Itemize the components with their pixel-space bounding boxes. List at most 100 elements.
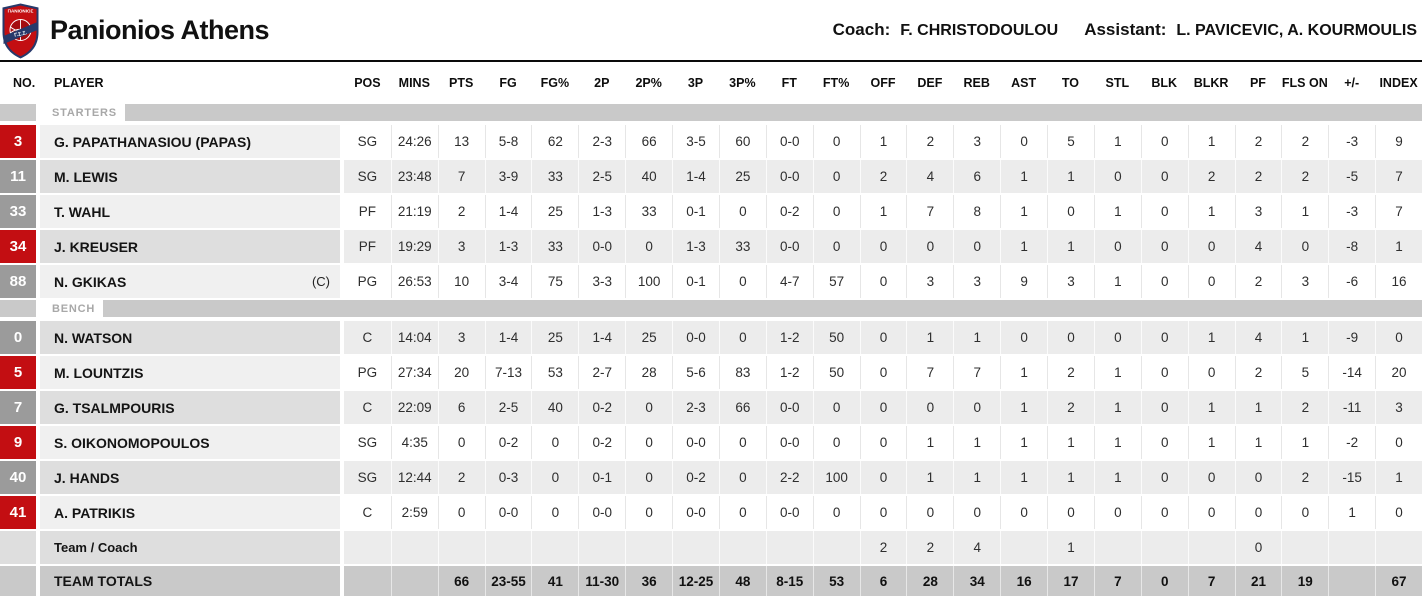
stat-cell: -2 [1328, 426, 1376, 459]
stat-cell: 1 [1093, 265, 1141, 298]
stat-cell: 0 [718, 496, 766, 529]
player-row: 11 M. LEWIS SG 23:48 7 3-9 33 2-5 40 1-4 25 0-0 0 2 4 6… [0, 160, 1422, 193]
stat-cell: SG [344, 125, 391, 158]
stat-cell: 2 [437, 195, 485, 228]
stat-cell: 0 [812, 160, 860, 193]
column-header-pf: PF [1249, 76, 1266, 90]
stat-cell: 0-0 [765, 496, 813, 529]
stat-cell: 53 [812, 566, 860, 596]
stat-cell: 0 [859, 426, 907, 459]
stat-cell: 1 [1187, 321, 1235, 354]
stat-cell: -15 [1328, 461, 1376, 494]
stat-cell: 0 [859, 356, 907, 389]
player-number-badge: 34 [0, 230, 36, 263]
stat-cell: 2 [1047, 391, 1094, 424]
stat-cell: 3-4 [484, 265, 532, 298]
stat-cell: 1 [1187, 391, 1235, 424]
stat-cell: 40 [625, 160, 673, 193]
player-name-cell: S. OIKONOMOPOULOS [40, 426, 340, 459]
stat-cell: 2 [437, 461, 485, 494]
stat-cell [1187, 531, 1235, 564]
stat-cell: 0 [1375, 321, 1422, 354]
stat-cell: 0-2 [484, 426, 532, 459]
stat-cell: 0 [437, 496, 485, 529]
stat-cell: 33 [531, 230, 579, 263]
player-number-badge: 41 [0, 496, 36, 529]
player-number-badge: 33 [0, 195, 36, 228]
stat-cell: 0 [1234, 496, 1282, 529]
stat-cell: 1 [906, 461, 954, 494]
stat-cell: 0 [625, 230, 673, 263]
column-header-ft%: FT% [822, 76, 850, 90]
stat-cell: 1 [1047, 230, 1094, 263]
stat-cell: 0 [718, 265, 766, 298]
stat-cell: 0 [953, 496, 1001, 529]
stat-cell: 67 [1375, 566, 1422, 596]
stat-cell: 0 [625, 391, 673, 424]
stat-cell [625, 531, 673, 564]
stat-cell: 100 [625, 265, 673, 298]
player-number-badge: 0 [0, 321, 36, 354]
stat-cell: 0 [859, 496, 907, 529]
player-row: 88 N. GKIKAS (C) PG 26:53 10 3-4 75 3-3 100 0-1 0 4-… [0, 265, 1422, 298]
player-row: 40 J. HANDS SG 12:44 2 0-3 0 0-1 0 0-2 0 2-2 100 0 1 1 1… [0, 461, 1422, 494]
stat-cell: 5-8 [484, 125, 532, 158]
page-header: ΠΑΝΙΟΝΙΟΣ Γ.Σ.Σ. Panionios Athens Coach:… [0, 0, 1422, 60]
player-name: T. WAHL [54, 203, 110, 220]
stat-cell: 0 [718, 461, 766, 494]
stat-cell: 0 [718, 426, 766, 459]
stat-cell: SG [344, 461, 391, 494]
stat-cell: 21:19 [390, 195, 438, 228]
stat-cell [1281, 531, 1329, 564]
stat-cell: 19:29 [390, 230, 438, 263]
stat-cell: 1 [1000, 426, 1048, 459]
stat-cell: 1 [1093, 426, 1141, 459]
stat-cell: 41 [531, 566, 579, 596]
stat-cell: 0 [1234, 531, 1282, 564]
stat-cell: 7-13 [484, 356, 532, 389]
stat-cell: 11-30 [578, 566, 626, 596]
stat-cell: 3 [953, 265, 1001, 298]
player-number-badge: 40 [0, 461, 36, 494]
stat-cell: 1 [1000, 230, 1048, 263]
column-header-blkr: BLKR [1193, 76, 1229, 90]
stat-cell [1328, 566, 1376, 596]
stat-cell: 2 [906, 531, 954, 564]
stat-cell: 4:35 [390, 426, 438, 459]
stat-cell: 1-2 [765, 356, 813, 389]
stat-cell: 6 [953, 160, 1001, 193]
stat-cell: 2 [1281, 391, 1329, 424]
stat-cell: 3 [906, 265, 954, 298]
stat-cell [578, 531, 626, 564]
column-header-fg%: FG% [540, 76, 570, 90]
stat-cell: 0 [1140, 566, 1188, 596]
stat-cell: 48 [718, 566, 766, 596]
stat-cell: 0-2 [765, 195, 813, 228]
player-name: G. PAPATHANASIOU (PAPAS) [54, 133, 252, 150]
player-name: G. TSALMPOURIS [54, 399, 175, 416]
stat-cell: 28 [906, 566, 954, 596]
stat-cell [484, 531, 532, 564]
stat-cell: SG [344, 160, 391, 193]
stat-cell: 0 [1140, 356, 1188, 389]
coach-label: Coach: [832, 20, 891, 39]
stat-cell: 7 [1375, 160, 1422, 193]
stat-cell: 1 [1000, 195, 1048, 228]
stat-cell: 9 [1375, 125, 1422, 158]
stat-cell: 0 [437, 426, 485, 459]
stat-cell [1093, 531, 1141, 564]
stat-cell: 7 [953, 356, 1001, 389]
player-name-cell: N. WATSON [40, 321, 340, 354]
stat-cell: C [344, 391, 391, 424]
stat-cell: 4 [906, 160, 954, 193]
stat-cell: 1 [1000, 391, 1048, 424]
stat-cell: 33 [718, 230, 766, 263]
stat-cell: 5-6 [672, 356, 719, 389]
stat-cell: 1 [953, 461, 1001, 494]
stat-cell [344, 531, 391, 564]
section-band-block [0, 104, 36, 121]
stat-cell: 0 [953, 391, 1001, 424]
player-name: N. GKIKAS [54, 273, 127, 290]
stat-cell: 50 [812, 321, 860, 354]
stat-cell: 1 [906, 426, 954, 459]
